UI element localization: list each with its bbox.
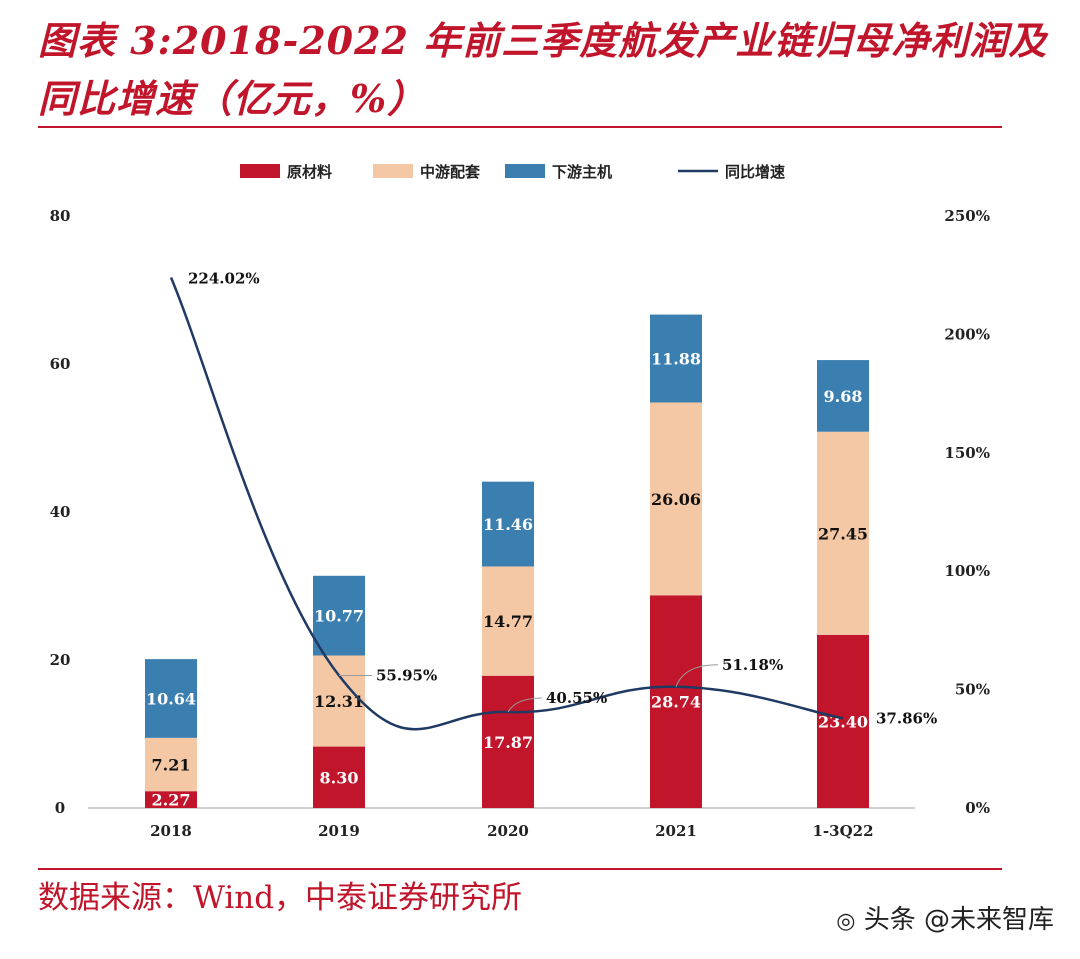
bar-label-1-2: 10.77 — [314, 607, 364, 626]
bar-2-seg-2 — [482, 481, 534, 567]
bar-3-seg-0 — [650, 595, 702, 808]
line-leader-2 — [507, 697, 543, 713]
bar-0-seg-2 — [145, 659, 197, 738]
bar-label-4-2: 9.68 — [824, 387, 863, 406]
left-tick-2: 40 — [50, 503, 71, 521]
bar-0-seg-0 — [145, 791, 197, 808]
chart-title: 图表 3:2018-2022 年前三季度航发产业链归母净利润及同比增速（亿元，%… — [38, 18, 1048, 121]
bar-0-seg-1 — [145, 737, 197, 792]
legend-label-1: 中游配套 — [420, 163, 481, 181]
bar-label-1-0: 8.30 — [320, 768, 359, 787]
legend-label-line: 同比增速 — [725, 163, 785, 181]
bar-label-4-0: 23.40 — [818, 712, 868, 731]
bar-3-seg-2 — [650, 314, 702, 403]
legend-swatch-0 — [240, 164, 280, 178]
bar-1-seg-2 — [313, 575, 365, 656]
axes: 0 20 40 60 80 0% 50% 100% 150% 200% 250% 2018 2019 20… — [50, 207, 990, 840]
watermark-text: 头条 @未来智库 — [863, 905, 1054, 935]
bar-label-2-1: 14.77 — [483, 612, 533, 631]
bar-label-2-0: 17.87 — [483, 733, 533, 752]
right-tick-1: 50% — [955, 681, 990, 699]
bar-label-3-1: 26.06 — [651, 490, 701, 509]
legend-label-2: 下游主机 — [552, 163, 612, 181]
right-tick-2: 100% — [944, 562, 990, 580]
growth-line: 224.02% 55.95% 40.55% 51.18% 37.86% — [169, 270, 937, 731]
legend-label-0: 原材料 — [287, 163, 332, 181]
bar-label-4-1: 27.45 — [818, 524, 868, 543]
bar-label-3-0: 28.74 — [651, 693, 701, 712]
title-divider — [38, 126, 1002, 128]
left-tick-0: 0 — [55, 799, 65, 817]
line-label-3: 51.18% — [722, 656, 783, 674]
right-tick-0: 0% — [965, 799, 990, 817]
right-tick-4: 200% — [944, 325, 990, 343]
growth-line-path — [169, 277, 844, 731]
right-tick-3: 150% — [944, 444, 990, 462]
bar-label-3-2: 11.88 — [651, 350, 701, 369]
bar-label-0-0: 2.27 — [152, 791, 191, 810]
bar-label-0-2: 10.64 — [146, 689, 196, 708]
bar-3-seg-1 — [650, 402, 702, 596]
bar-1-seg-0 — [313, 746, 365, 808]
left-tick-3: 60 — [50, 355, 71, 373]
bars: 2.27 7.21 10.64 8.30 12.31 10.77 17.87 14.77 11.… — [145, 314, 869, 810]
bar-2-seg-0 — [482, 675, 534, 808]
right-tick-5: 250% — [944, 207, 990, 225]
source-divider — [38, 868, 1002, 870]
line-leader-3 — [675, 664, 719, 687]
wechat-bubble-icon: ◎ — [836, 909, 856, 934]
bar-2-seg-1 — [482, 566, 534, 676]
left-tick-4: 80 — [50, 207, 71, 225]
legend-swatch-2 — [505, 164, 545, 178]
watermark: ◎ 头条 @未来智库 — [836, 900, 1054, 942]
left-tick-1: 20 — [50, 651, 71, 669]
line-label-4: 37.86% — [876, 709, 937, 727]
stacked-bar-line-chart: 原材料 中游配套 下游主机 同比增速 0 20 40 60 80 0% 50% 100% 150% 20… — [50, 163, 990, 840]
line-label-0: 224.02% — [188, 270, 260, 288]
bar-4-seg-1 — [817, 431, 869, 635]
x-tick-1: 2019 — [318, 822, 360, 840]
line-label-1: 55.95% — [376, 667, 437, 685]
bar-4-seg-2 — [817, 360, 869, 432]
bar-4-seg-0 — [817, 634, 869, 808]
bar-label-0-1: 7.21 — [152, 756, 191, 775]
legend-swatch-1 — [373, 164, 413, 178]
x-tick-4: 1-3Q22 — [812, 822, 873, 840]
source-note: 数据来源：Wind，中泰证券研究所 — [38, 880, 523, 916]
line-label-2: 40.55% — [546, 689, 607, 707]
x-tick-3: 2021 — [655, 822, 697, 840]
bar-label-1-1: 12.31 — [314, 692, 364, 711]
bar-label-2-2: 11.46 — [483, 515, 533, 534]
x-tick-2: 2020 — [487, 822, 529, 840]
legend: 原材料 中游配套 下游主机 同比增速 — [240, 163, 785, 181]
x-tick-0: 2018 — [150, 822, 192, 840]
bar-1-seg-1 — [313, 655, 365, 747]
